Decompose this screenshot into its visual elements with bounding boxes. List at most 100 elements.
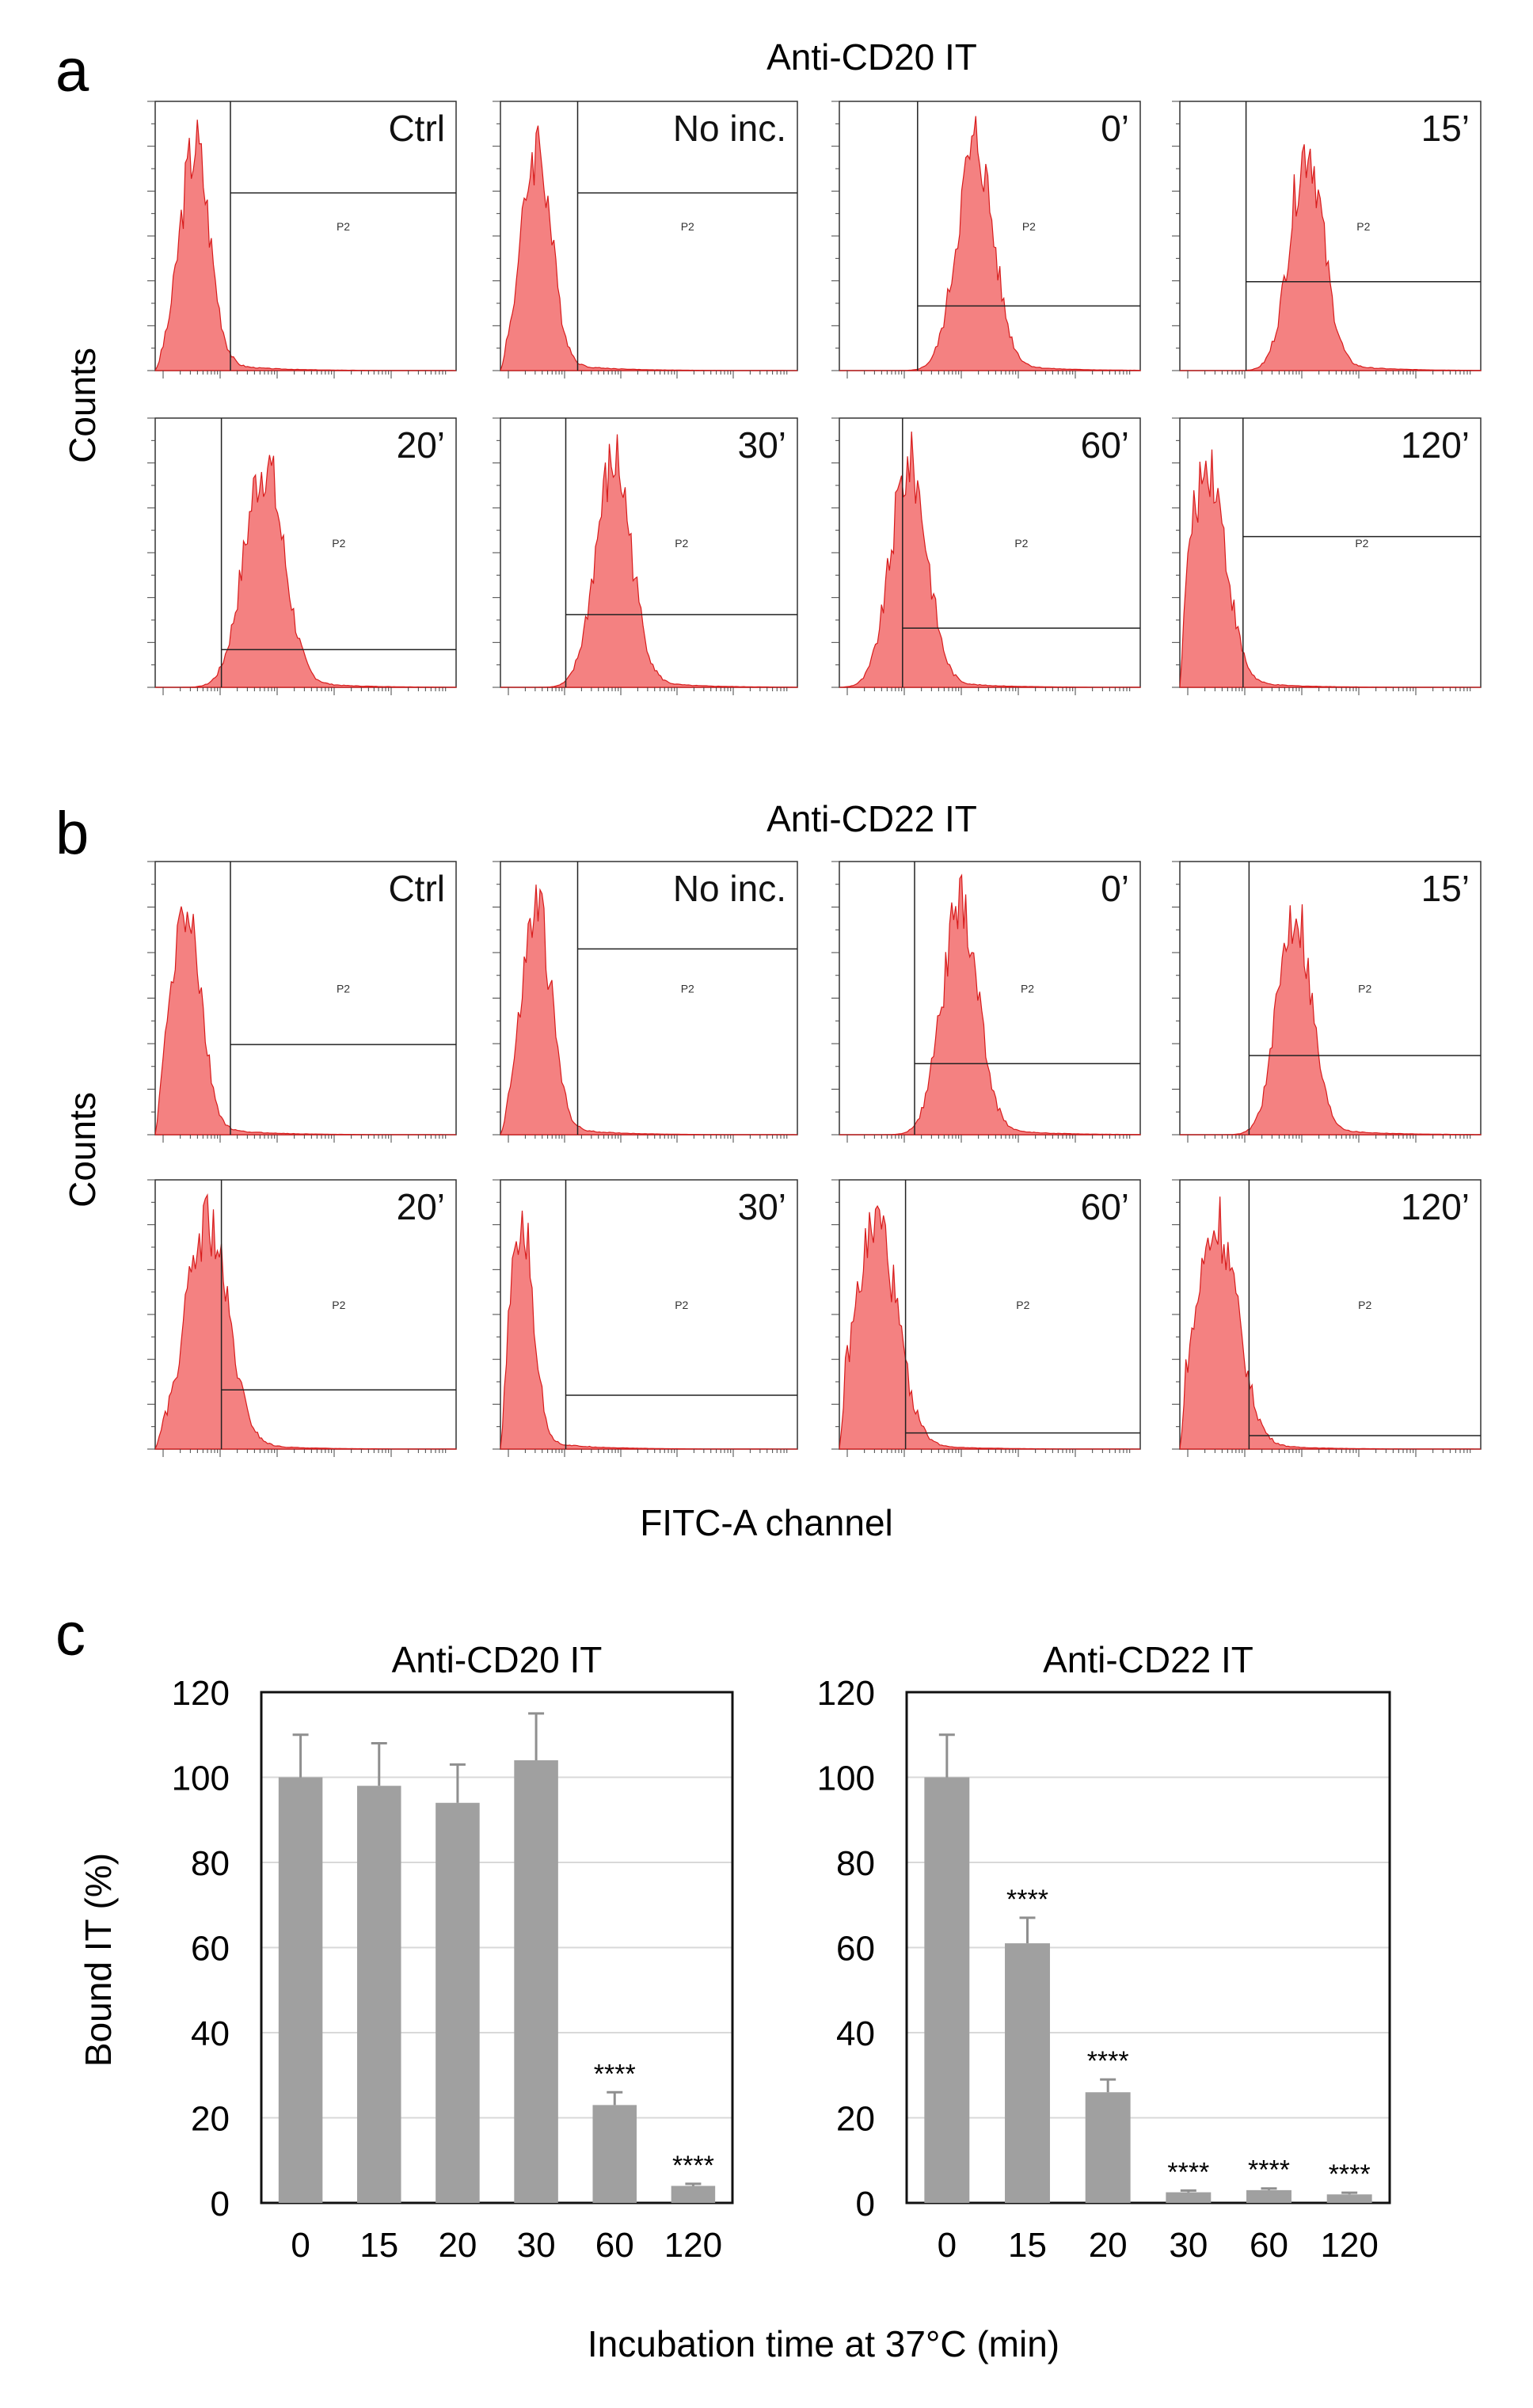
y-tick-label: 20 — [191, 2100, 230, 2139]
significance-marker: **** — [1167, 2157, 1209, 2187]
y-tick-label: 40 — [836, 2014, 875, 2053]
histogram-curve — [154, 1193, 457, 1450]
gate-label: P2 — [1022, 220, 1036, 233]
histogram-curve — [839, 116, 1141, 371]
y-tick-label: 100 — [172, 1759, 230, 1798]
histogram-panel: P2 15’ — [1172, 101, 1482, 379]
gate-label: P2 — [1021, 983, 1034, 995]
y-tick-label: 60 — [191, 1930, 230, 1969]
y-tick-label: 0 — [211, 2185, 230, 2224]
significance-marker: **** — [1329, 2159, 1371, 2189]
y-tick-label: 80 — [191, 1844, 230, 1883]
bar-chart-cd22: Anti-CD22 IT 0 20 40 60 80 100 120 0 **** 15 **** 20… — [817, 1639, 1391, 2265]
gate-label: P2 — [337, 220, 350, 233]
histogram-curve — [1179, 449, 1481, 688]
histogram-panel: P2 Ctrl — [147, 861, 457, 1143]
y-tick-label: 100 — [817, 1759, 875, 1798]
histogram-panel: P2 120’ — [1172, 1179, 1482, 1457]
significance-marker: **** — [1006, 1885, 1048, 1915]
bar-chart-title: Anti-CD22 IT — [1043, 1639, 1253, 1680]
histogram-panel: P2 No inc. — [493, 101, 798, 379]
condition-label: 30’ — [738, 1186, 786, 1227]
x-tick-label: 60 — [1250, 2226, 1288, 2265]
bar — [514, 1760, 558, 2203]
significance-marker: **** — [672, 2151, 714, 2181]
histogram-curve — [500, 884, 797, 1136]
bar — [278, 1777, 323, 2203]
histogram-panel: P2 15’ — [1172, 861, 1482, 1143]
x-tick-label: 20 — [1089, 2226, 1128, 2265]
gate-label: P2 — [1356, 220, 1370, 233]
histogram-frame — [154, 417, 457, 688]
bar — [1326, 2194, 1372, 2203]
plot-frame — [905, 1691, 1391, 2204]
x-tick-label: 20 — [438, 2226, 477, 2265]
condition-label: 15’ — [1421, 108, 1470, 149]
histogram-panel: P2 120’ — [1172, 417, 1482, 695]
condition-label: Ctrl — [388, 868, 445, 909]
histogram-curve — [839, 431, 1141, 688]
histogram-panel: P2 20’ — [147, 1179, 457, 1457]
histogram-panel: P2 20’ — [147, 417, 457, 695]
histogram-curve — [155, 455, 457, 688]
bar — [436, 1802, 480, 2203]
histogram-panel: P2 60’ — [831, 417, 1141, 695]
histogram-panel: P2 Ctrl — [147, 101, 457, 379]
y-tick-label: 40 — [191, 2014, 230, 2053]
x-tick-label: 60 — [595, 2226, 634, 2265]
gate-label: P2 — [681, 220, 694, 233]
x-tick-label: 120 — [664, 2226, 722, 2265]
condition-label: 20’ — [397, 1186, 445, 1227]
plot-frame — [260, 1691, 734, 2204]
condition-label: 60’ — [1081, 1186, 1129, 1227]
histogram-frame — [500, 1179, 798, 1450]
panel-a-title: Anti-CD20 IT — [766, 36, 977, 78]
histogram-curve — [500, 125, 797, 371]
bar-chart-ylabel: Bound IT (%) — [78, 1853, 119, 2067]
condition-label: No inc. — [673, 108, 786, 149]
panel-a-counts-label: Counts — [62, 348, 103, 463]
y-tick-label: 60 — [836, 1930, 875, 1969]
bar — [1166, 2192, 1212, 2203]
significance-marker: **** — [594, 2059, 636, 2089]
x-tick-label: 30 — [517, 2226, 556, 2265]
histogram-panel: P2 30’ — [493, 1179, 798, 1457]
bar-chart-title: Anti-CD20 IT — [392, 1639, 603, 1680]
gate-label: P2 — [1355, 537, 1368, 550]
condition-label: No inc. — [673, 868, 786, 909]
histogram-curve — [500, 434, 798, 688]
condition-label: 120’ — [1401, 1186, 1470, 1227]
gate-label: P2 — [1358, 983, 1371, 995]
bar-chart-xlabel: Incubation time at 37°C (min) — [588, 2323, 1059, 2364]
bar — [1246, 2189, 1291, 2203]
bar — [1085, 2092, 1131, 2203]
histogram-curve — [1180, 144, 1482, 371]
panel-b-title: Anti-CD22 IT — [766, 798, 977, 839]
condition-label: 0’ — [1101, 868, 1129, 909]
x-tick-label: 0 — [938, 2226, 957, 2265]
y-tick-label: 0 — [856, 2185, 875, 2224]
histogram-curve — [154, 120, 456, 371]
histogram-panel: P2 0’ — [831, 861, 1141, 1143]
condition-label: 60’ — [1081, 424, 1129, 466]
histogram-curve — [839, 1204, 1140, 1450]
panel-a-label: a — [55, 37, 89, 105]
x-tick-label: 15 — [1008, 2226, 1047, 2265]
histogram-curve — [1180, 903, 1482, 1136]
y-tick-label: 120 — [172, 1674, 230, 1713]
bar — [1005, 1943, 1050, 2203]
y-tick-label: 120 — [817, 1674, 875, 1713]
histogram-curve — [1179, 1196, 1481, 1450]
histogram-frame — [1179, 861, 1482, 1136]
condition-label: 30’ — [738, 424, 786, 466]
gate-label: P2 — [337, 983, 350, 995]
gate-label: P2 — [332, 1299, 345, 1311]
histogram-panel: P2 No inc. — [493, 861, 798, 1143]
x-tick-label: 0 — [291, 2226, 310, 2265]
gate-label: P2 — [681, 983, 694, 995]
condition-label: 0’ — [1101, 108, 1129, 149]
gate-label: P2 — [1016, 1299, 1029, 1311]
